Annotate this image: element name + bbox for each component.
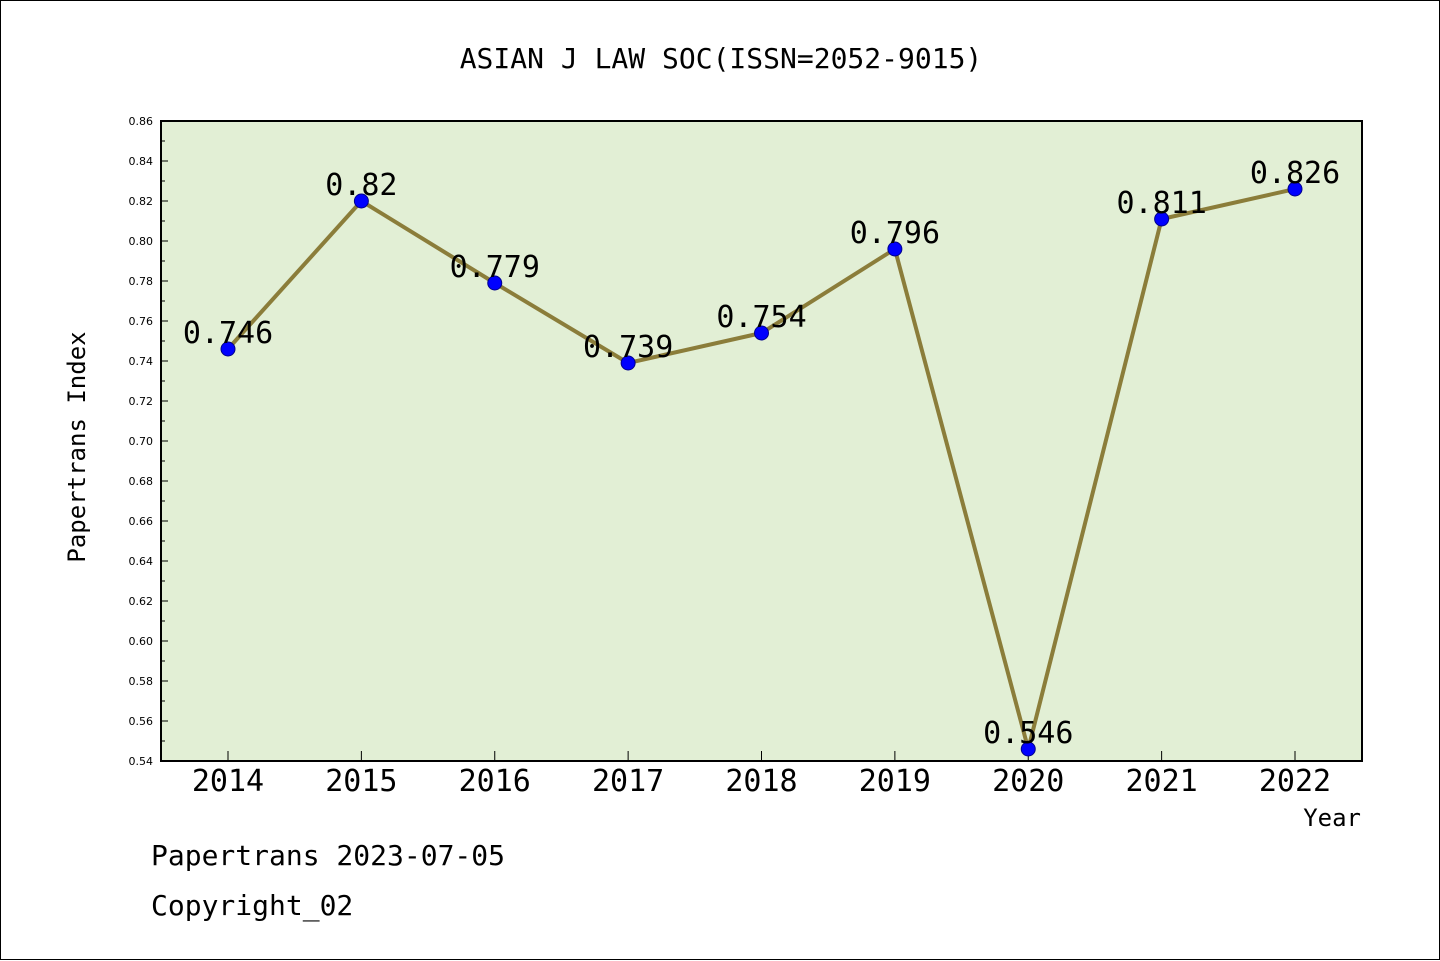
y-tick-label: 0.84 (129, 155, 154, 168)
x-tick-label: 2014 (192, 764, 264, 799)
data-label: 0.796 (850, 216, 940, 251)
y-tick-label: 0.56 (129, 715, 154, 728)
y-tick-label: 0.66 (129, 515, 154, 528)
y-tick-label: 0.78 (129, 275, 154, 288)
y-tick-label: 0.74 (129, 355, 154, 368)
y-tick-label: 0.54 (129, 755, 154, 768)
data-label: 0.754 (716, 300, 806, 335)
data-markers (220, 181, 1303, 757)
data-label: 0.779 (450, 250, 540, 285)
data-point (353, 193, 369, 209)
data-label: 0.82 (325, 168, 397, 203)
x-tick-label: 2017 (592, 764, 664, 799)
y-tick-label: 0.62 (129, 595, 154, 608)
y-tick-label: 0.58 (129, 675, 154, 688)
data-point (1287, 181, 1303, 197)
x-tick-label: 2022 (1259, 764, 1331, 799)
chart-title: ASIAN J LAW SOC(ISSN=2052-9015) (460, 42, 983, 75)
x-tick-label: 2016 (459, 764, 531, 799)
x-tick-label: 2018 (725, 764, 797, 799)
y-axis-label: Papertrans Index (63, 331, 91, 562)
data-point (1154, 211, 1170, 227)
y-tick-label: 0.60 (129, 635, 154, 648)
x-axis-ticks: 2014 2015 2016 2017 2018 2019 2020 2021 2022 (192, 751, 1331, 799)
data-label: 0.739 (583, 330, 673, 365)
x-tick-label: 2019 (859, 764, 931, 799)
data-point (487, 275, 503, 291)
data-point (620, 355, 636, 371)
data-label: 0.826 (1250, 156, 1340, 191)
data-label: 0.746 (183, 316, 273, 351)
data-point (220, 341, 236, 357)
data-point (887, 241, 903, 257)
x-axis-label: Year (1303, 804, 1361, 832)
x-tick-label: 2015 (325, 764, 397, 799)
y-tick-label: 0.64 (129, 555, 154, 568)
y-tick-label: 0.82 (129, 195, 154, 208)
y-tick-label: 0.70 (129, 435, 154, 448)
y-tick-label: 0.86 (129, 115, 154, 128)
x-tick-label: 2021 (1126, 764, 1198, 799)
data-labels: 0.746 0.82 0.779 0.739 0.754 0.796 0.546 0.811 0… (183, 156, 1340, 751)
x-tick-label: 2020 (992, 764, 1064, 799)
plot-area (160, 120, 1363, 762)
data-point (1020, 741, 1036, 757)
y-tick-label: 0.72 (129, 395, 154, 408)
y-axis-ticks: 0.54 0.56 0.58 0.60 0.62 0.64 0.66 0.68 0.70 0.72… (129, 115, 168, 768)
data-point (754, 325, 769, 341)
footer-date-text: Papertrans 2023-07-05 (151, 839, 505, 872)
y-tick-label: 0.68 (129, 475, 154, 488)
data-label: 0.811 (1116, 186, 1206, 221)
data-label: 0.546 (983, 716, 1073, 751)
footer-copyright-text: Copyright_02 (151, 889, 353, 923)
y-tick-label: 0.80 (129, 235, 154, 248)
y-tick-label: 0.76 (129, 315, 154, 328)
